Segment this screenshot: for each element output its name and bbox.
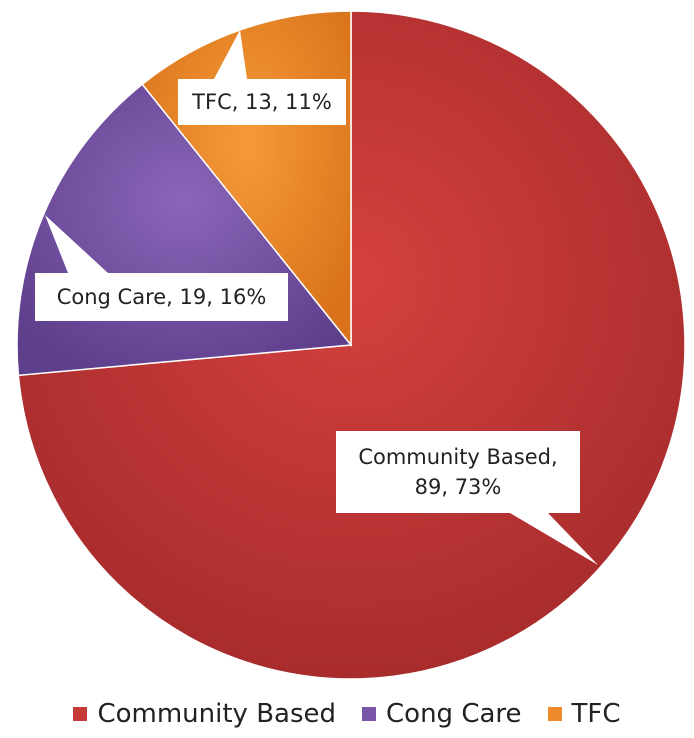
data-label-cong-care: Cong Care, 19, 16% [35,215,288,321]
legend-swatch-cong-care [362,707,377,721]
slices-layer [16,10,686,680]
data-label-text-tfc: TFC, 13, 11% [191,90,332,114]
data-label-pointer-community-based [510,513,598,565]
data-label-community-based: Community Based, 89, 73% [336,431,598,565]
legend-item-community-based: Community Based [73,699,336,729]
data-label-box-community-based [336,431,580,513]
legend-label-community-based: Community Based [97,699,337,729]
legend: Community Based Cong Care TFC [0,694,694,734]
data-label-box-cong-care [35,273,288,321]
data-label-pointer-cong-care [45,215,108,273]
data-label-box-tfc [178,79,346,125]
data-label-tfc: TFC, 13, 11% [178,30,346,125]
legend-item-tfc: TFC [547,699,621,729]
data-label-pointer-tfc [214,30,247,79]
pie-chart-canvas: Community Based, 89, 73% Cong Care, 19, 16… [16,10,686,680]
legend-label-tfc: TFC [571,699,621,729]
legend-item-cong-care: Cong Care [362,699,522,729]
legend-swatch-community-based [73,707,88,721]
legend-swatch-tfc [547,707,562,721]
data-labels-layer: Community Based, 89, 73% Cong Care, 19, 16… [35,30,598,565]
data-label-text-community-based: Community Based, 89, 73% [358,445,557,499]
legend-label-cong-care: Cong Care [386,699,522,729]
data-label-text-cong-care: Cong Care, 19, 16% [57,285,267,309]
